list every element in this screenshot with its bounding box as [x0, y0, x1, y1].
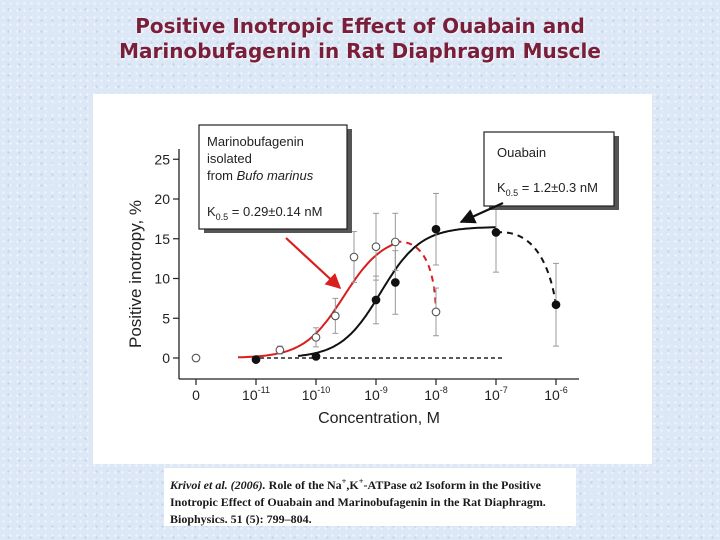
annotation-ouabain: Ouabain K0.5 = 1.2±0.3 nM — [483, 131, 619, 210]
mbg-fit-curve — [237, 242, 396, 359]
x-tick-label-5: 10-7 — [484, 385, 508, 403]
ouabain-k-line: K0.5 = 1.2±0.3 nM — [497, 180, 598, 198]
citation-box: Krivoi et al. (2006). Role of the Na+,K+… — [164, 468, 576, 526]
x-tick-label-4: 10-8 — [424, 385, 448, 403]
mbg-k-line: K0.5 = 0.29±0.14 nM — [207, 204, 322, 222]
x-tick-label-3: 10-9 — [364, 385, 388, 403]
figure-panel: 0 5 10 15 20 25 0 10-11 10-10 10-9 10-8 10-7 10-6 P… — [93, 94, 652, 464]
marinobufagenin-point-7 — [431, 307, 441, 317]
marinobufagenin-point-3 — [330, 311, 340, 321]
ouabain-point-5 — [491, 228, 501, 237]
mbg-line3: from Bufo marinus — [207, 168, 314, 183]
ouabain-point-1 — [311, 352, 321, 361]
y-tick-label-3: 15 — [154, 231, 170, 247]
slide-title: Positive Inotropic Effect of Ouabain and… — [0, 14, 720, 64]
mbg-line1: Marinobufagenin — [207, 134, 304, 149]
ouabain-point-4 — [431, 224, 441, 234]
x-ticks: 0 10-11 10-10 10-9 10-8 10-7 10-6 — [192, 379, 568, 403]
y-tick-label-0: 0 — [162, 350, 170, 366]
marinobufagenin-point-5 — [371, 242, 381, 252]
ouabain-point-3 — [390, 278, 400, 287]
x-tick-label-6: 10-6 — [544, 385, 568, 403]
ouabain-line1: Ouabain — [497, 145, 546, 160]
y-ticks: 0 5 10 15 20 25 — [154, 151, 179, 366]
marinobufagenin-point-1 — [275, 345, 285, 355]
marinobufagenin-point-6 — [390, 237, 400, 247]
y-axis-label: Positive inotropy, % — [126, 200, 145, 348]
annotation-ouabain-box — [483, 131, 615, 207]
axes — [178, 149, 579, 380]
annotation-marinobufagenin: Marinobufagenin isolated from Bufo marin… — [198, 124, 352, 233]
y-tick-label-2: 10 — [154, 271, 170, 287]
title-line-2: Marinobufagenin in Rat Diaphragm Muscle — [119, 39, 601, 63]
fit-curves — [237, 226, 557, 359]
x-axis-label: Concentration, M — [318, 410, 440, 427]
ouabain-point-2 — [371, 295, 381, 305]
ouabain-decline-dashed — [495, 231, 557, 305]
ouabain-arrow — [459, 201, 504, 224]
annotation-mbg-box — [198, 124, 348, 230]
svg-text:Ouabain K0.5 = 1.2±0.3: Ouabain K0.5 = 1.2±0.3 nM — [497, 145, 598, 198]
dose-response-chart: 0 5 10 15 20 25 0 10-11 10-10 10-9 10-8 10-7 10-6 P… — [126, 124, 619, 427]
x-tick-label-1: 10-11 — [242, 385, 270, 403]
citation-authors: Krivoi et al. (2006). — [170, 478, 266, 492]
y-tick-label-1: 5 — [162, 310, 170, 326]
svg-text:Marinobufagenin isolat: Marinobufagenin isolated from Bufo marin… — [207, 134, 322, 222]
ouabain-point-6 — [551, 300, 561, 310]
mbg-line2: isolated — [207, 151, 252, 166]
mbg-arrow — [285, 237, 342, 290]
marinobufagenin-point-0 — [191, 353, 201, 363]
x-tick-label-2: 10-10 — [302, 385, 331, 403]
data-markers — [191, 224, 561, 364]
title-line-1: Positive Inotropic Effect of Ouabain and — [135, 14, 585, 38]
ouabain-fit-curve — [297, 226, 497, 357]
y-tick-label-5: 25 — [154, 151, 170, 167]
marinobufagenin-point-2 — [311, 332, 321, 342]
ouabain-point-0 — [251, 355, 261, 364]
marinobufagenin-point-4 — [349, 252, 359, 262]
mbg-decline-dashed — [395, 240, 437, 312]
x-tick-label-0: 0 — [192, 387, 200, 403]
y-tick-label-4: 20 — [154, 191, 170, 207]
